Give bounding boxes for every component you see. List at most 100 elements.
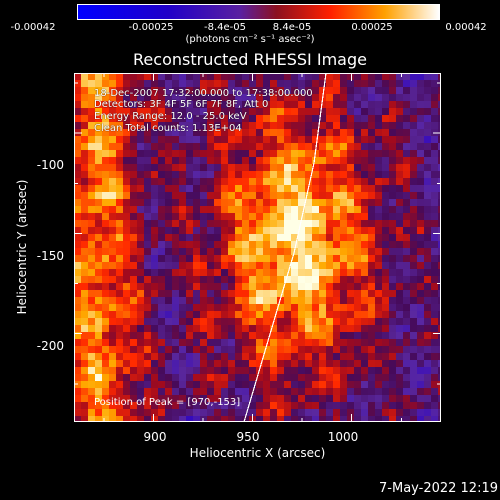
heatmap-cell bbox=[214, 304, 221, 311]
heatmap-cell bbox=[270, 367, 277, 374]
heatmap-cell bbox=[263, 255, 270, 262]
heatmap-cell bbox=[438, 304, 441, 311]
heatmap-cell bbox=[221, 87, 228, 94]
heatmap-cell bbox=[298, 241, 305, 248]
heatmap-cell bbox=[123, 416, 130, 422]
heatmap-cell bbox=[144, 409, 151, 416]
heatmap-cell bbox=[270, 101, 277, 108]
heatmap-cell bbox=[235, 367, 242, 374]
heatmap-cell bbox=[417, 304, 424, 311]
heatmap-cell bbox=[277, 304, 284, 311]
heatmap-cell bbox=[403, 206, 410, 213]
heatmap-cell bbox=[284, 283, 291, 290]
heatmap-cell bbox=[375, 416, 382, 422]
heatmap-cell bbox=[284, 94, 291, 101]
heatmap-cell bbox=[312, 318, 319, 325]
heatmap-cell bbox=[312, 178, 319, 185]
heatmap-cell bbox=[438, 213, 441, 220]
heatmap-cell bbox=[109, 87, 116, 94]
heatmap-cell bbox=[130, 255, 137, 262]
heatmap-cell bbox=[172, 381, 179, 388]
heatmap-cell bbox=[81, 304, 88, 311]
heatmap-cell bbox=[424, 143, 431, 150]
heatmap-cell bbox=[144, 374, 151, 381]
heatmap-cell bbox=[403, 248, 410, 255]
heatmap-cell bbox=[158, 241, 165, 248]
heatmap-cell bbox=[277, 374, 284, 381]
heatmap-cell bbox=[431, 374, 438, 381]
heatmap-cell bbox=[102, 185, 109, 192]
heatmap-cell bbox=[333, 395, 340, 402]
heatmap-cell bbox=[158, 339, 165, 346]
heatmap-cell bbox=[116, 339, 123, 346]
heatmap-cell bbox=[424, 136, 431, 143]
heatmap-cell bbox=[95, 262, 102, 269]
heatmap-cell bbox=[193, 164, 200, 171]
heatmap-cell bbox=[137, 136, 144, 143]
heatmap-cell bbox=[109, 381, 116, 388]
heatmap-cell bbox=[403, 108, 410, 115]
heatmap-cell bbox=[193, 234, 200, 241]
heatmap-cell bbox=[193, 115, 200, 122]
heatmap-cell bbox=[417, 346, 424, 353]
heatmap-cell bbox=[172, 290, 179, 297]
heatmap-cell bbox=[151, 241, 158, 248]
heatmap-cell bbox=[186, 108, 193, 115]
heatmap-cell bbox=[144, 122, 151, 129]
heatmap-cell bbox=[424, 353, 431, 360]
heatmap-cell bbox=[186, 367, 193, 374]
heatmap-cell bbox=[109, 115, 116, 122]
heatmap-cell bbox=[228, 164, 235, 171]
heatmap-cell bbox=[109, 220, 116, 227]
heatmap-cell bbox=[179, 276, 186, 283]
heatmap-cell bbox=[431, 276, 438, 283]
heatmap-cell bbox=[263, 87, 270, 94]
heatmap-cell bbox=[431, 143, 438, 150]
heatmap-cell bbox=[368, 185, 375, 192]
heatmap-cell bbox=[354, 213, 361, 220]
heatmap-cell bbox=[340, 87, 347, 94]
heatmap-cell bbox=[123, 171, 130, 178]
heatmap-cell bbox=[172, 136, 179, 143]
heatmap-cell bbox=[193, 206, 200, 213]
heatmap-cell bbox=[312, 297, 319, 304]
heatmap-cell bbox=[200, 367, 207, 374]
heatmap-cell bbox=[123, 248, 130, 255]
heatmap-cell bbox=[158, 276, 165, 283]
heatmap-cell bbox=[319, 346, 326, 353]
heatmap-cell bbox=[424, 374, 431, 381]
heatmap-cell bbox=[291, 213, 298, 220]
heatmap-cell bbox=[319, 73, 326, 80]
heatmap-cell bbox=[263, 115, 270, 122]
heatmap-cell bbox=[88, 206, 95, 213]
heatmap-cell bbox=[403, 164, 410, 171]
heatmap-cell bbox=[102, 269, 109, 276]
heatmap-cell bbox=[291, 157, 298, 164]
heatmap-cell bbox=[389, 157, 396, 164]
heatmap-cell bbox=[256, 269, 263, 276]
heatmap-cell bbox=[368, 332, 375, 339]
heatmap-cell bbox=[221, 395, 228, 402]
heatmap-cell bbox=[333, 206, 340, 213]
heatmap-cell bbox=[88, 115, 95, 122]
heatmap-cell bbox=[375, 234, 382, 241]
heatmap-cell bbox=[375, 220, 382, 227]
heatmap-cell bbox=[95, 227, 102, 234]
heatmap-cell bbox=[95, 360, 102, 367]
heatmap-cell bbox=[200, 150, 207, 157]
heatmap-cell bbox=[354, 374, 361, 381]
heatmap-cell bbox=[424, 409, 431, 416]
heatmap-cell bbox=[221, 101, 228, 108]
heatmap-cell bbox=[193, 360, 200, 367]
heatmap-cell bbox=[123, 73, 130, 80]
heatmap-cell bbox=[389, 402, 396, 409]
heatmap-cell bbox=[424, 262, 431, 269]
heatmap-cell bbox=[396, 325, 403, 332]
heatmap-cell bbox=[130, 129, 137, 136]
heatmap-cell bbox=[165, 290, 172, 297]
heatmap-cell bbox=[256, 108, 263, 115]
heatmap-cell bbox=[305, 304, 312, 311]
heatmap-cell bbox=[333, 171, 340, 178]
heatmap-cell bbox=[74, 297, 81, 304]
heatmap-cell bbox=[333, 178, 340, 185]
